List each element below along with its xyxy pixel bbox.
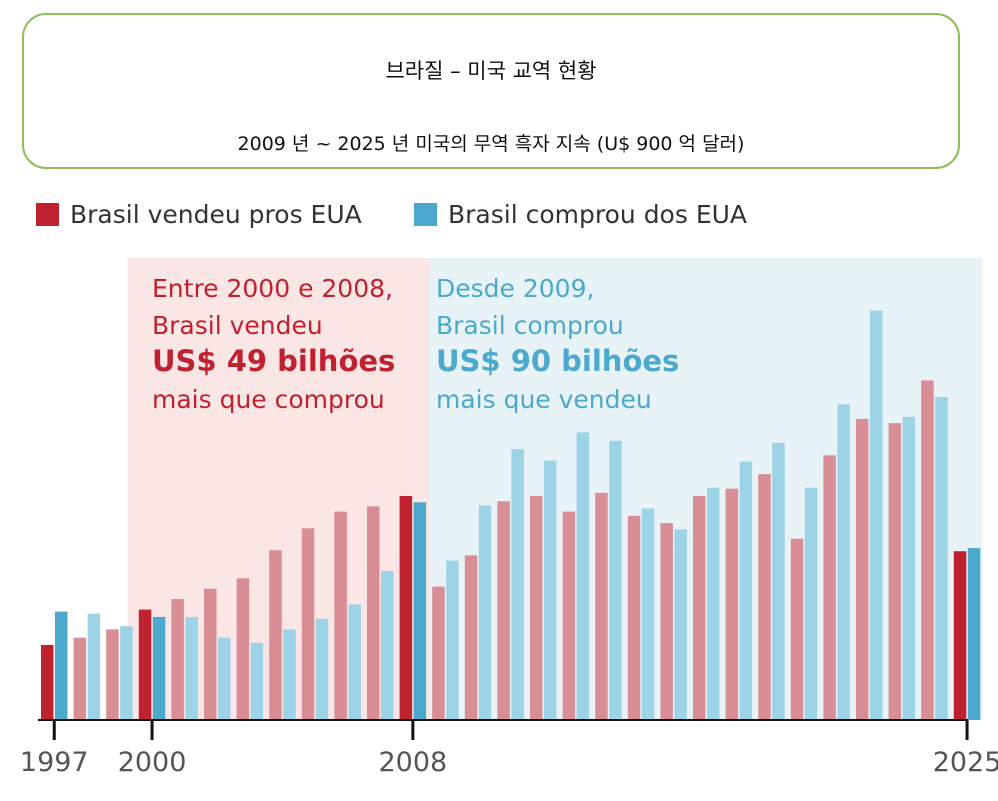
bar-bought-2024 bbox=[935, 397, 948, 720]
bar-sold-2014 bbox=[595, 492, 608, 720]
x-tick-label-1997: 1997 bbox=[20, 747, 89, 778]
bar-sold-2019 bbox=[758, 474, 771, 720]
bar-bought-2008 bbox=[413, 502, 427, 720]
bar-bought-1997 bbox=[55, 611, 68, 720]
bar-sold-2006 bbox=[334, 511, 347, 720]
bar-sold-2022 bbox=[856, 418, 869, 720]
bar-sold-2023 bbox=[888, 423, 902, 720]
bar-bought-2025 bbox=[967, 548, 981, 720]
bar-bought-2021 bbox=[837, 404, 850, 720]
bar-bought-2018 bbox=[739, 461, 753, 720]
annotation-2-line-1: Desde 2009, bbox=[436, 274, 594, 303]
annotation-1-line-1: Entre 2000 e 2008, bbox=[152, 274, 393, 303]
annotation-2-line-4: mais que vendeu bbox=[436, 385, 652, 414]
bar-bought-2022 bbox=[870, 310, 883, 720]
legend-label-sold: Brasil vendeu pros EUA bbox=[70, 200, 362, 229]
bar-sold-2010 bbox=[464, 555, 478, 720]
bar-bought-2016 bbox=[674, 529, 687, 720]
bar-sold-2011 bbox=[497, 501, 510, 720]
bar-sold-1997 bbox=[41, 645, 54, 720]
bar-bought-2000 bbox=[152, 616, 166, 720]
bar-sold-2018 bbox=[725, 488, 739, 720]
bar-sold-2007 bbox=[367, 506, 380, 720]
bar-bought-2012 bbox=[544, 460, 557, 720]
bar-sold-2005 bbox=[301, 528, 315, 720]
bar-bought-2017 bbox=[707, 487, 720, 720]
annotation-1-line-4: mais que comprou bbox=[152, 385, 385, 414]
bar-bought-2002 bbox=[218, 637, 231, 720]
bar-sold-2015 bbox=[627, 515, 641, 720]
bar-sold-1999 bbox=[106, 629, 119, 720]
bar-bought-2020 bbox=[804, 487, 818, 720]
bar-sold-2013 bbox=[562, 511, 576, 720]
bar-bought-2014 bbox=[609, 440, 622, 720]
bar-sold-1998 bbox=[73, 637, 87, 720]
bar-sold-2016 bbox=[660, 523, 673, 720]
x-tick-label-2025: 2025 bbox=[933, 747, 998, 778]
bar-bought-2003 bbox=[250, 642, 264, 720]
bar-sold-2025 bbox=[953, 551, 967, 720]
bar-sold-2001 bbox=[171, 599, 184, 720]
bar-sold-2004 bbox=[269, 550, 282, 720]
x-tick-label-2000: 2000 bbox=[118, 747, 187, 778]
legend-swatch-sold bbox=[36, 203, 59, 226]
bar-sold-2009 bbox=[432, 586, 445, 720]
bar-sold-2017 bbox=[693, 496, 706, 720]
bar-bought-2007 bbox=[381, 571, 394, 720]
bar-bought-2011 bbox=[511, 449, 524, 720]
bar-bought-2001 bbox=[185, 616, 198, 720]
bar-bought-2006 bbox=[348, 604, 361, 720]
annotation-1-line-2: Brasil vendeu bbox=[152, 311, 323, 340]
legend-label-bought: Brasil comprou dos EUA bbox=[448, 200, 747, 229]
bar-bought-2010 bbox=[478, 505, 492, 720]
bar-sold-2000 bbox=[138, 609, 152, 720]
bar-bought-1999 bbox=[120, 626, 133, 720]
bar-sold-2003 bbox=[236, 578, 250, 720]
bar-sold-2012 bbox=[530, 496, 543, 720]
bar-bought-2009 bbox=[446, 560, 459, 720]
bar-sold-2021 bbox=[823, 455, 836, 720]
bar-sold-2008 bbox=[399, 496, 413, 720]
bar-sold-2020 bbox=[790, 538, 804, 720]
bar-bought-2015 bbox=[641, 508, 655, 720]
annotation-1-line-3: US$ 49 bilhões bbox=[152, 344, 395, 378]
bar-bought-1998 bbox=[87, 613, 101, 720]
bar-bought-2023 bbox=[902, 416, 916, 720]
header-box: 브라질 – 미국 교역 현황 2009 년 ~ 2025 년 미국의 무역 흑자… bbox=[22, 13, 960, 169]
x-tick-label-2008: 2008 bbox=[378, 747, 447, 778]
legend-swatch-bought bbox=[414, 203, 437, 226]
header-subtitle: 2009 년 ~ 2025 년 미국의 무역 흑자 지속 (U$ 900 억 달… bbox=[237, 133, 745, 155]
bar-bought-2019 bbox=[772, 442, 785, 720]
bar-bought-2013 bbox=[576, 432, 590, 720]
bar-sold-2024 bbox=[921, 380, 934, 720]
annotation-2-line-2: Brasil comprou bbox=[436, 311, 624, 340]
bar-bought-2004 bbox=[283, 629, 296, 720]
header-title: 브라질 – 미국 교역 현황 bbox=[385, 59, 597, 83]
annotation-2-line-3: US$ 90 bilhões bbox=[436, 344, 679, 378]
bar-bought-2005 bbox=[315, 618, 329, 720]
bar-sold-2002 bbox=[204, 588, 217, 720]
